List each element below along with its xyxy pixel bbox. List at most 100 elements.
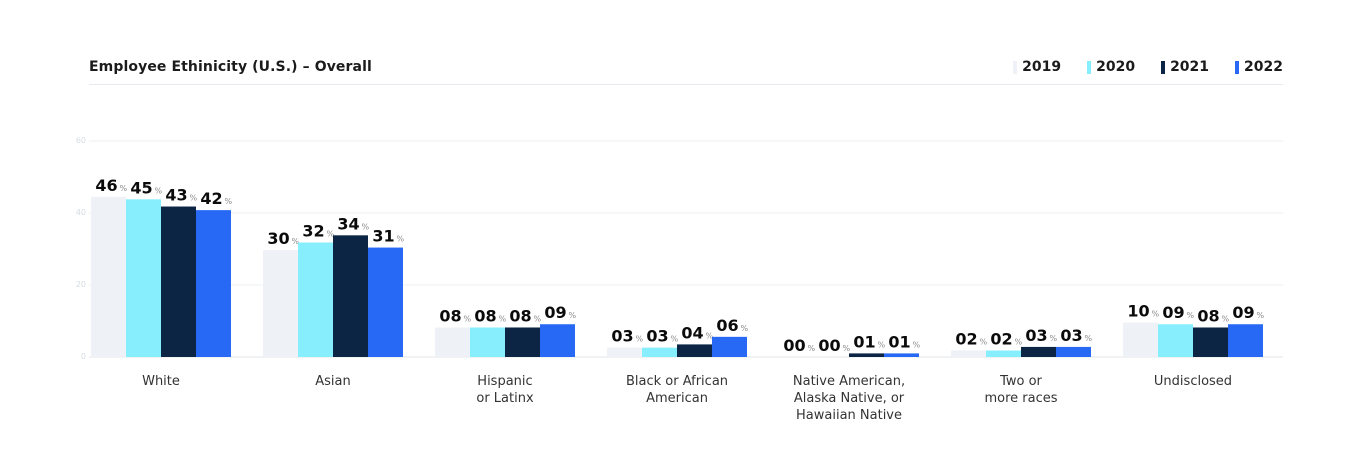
data-label-unit: %: [362, 222, 370, 231]
bar-2022: [1056, 346, 1091, 357]
bar-2021: [505, 327, 540, 357]
category-label: Undisclosed: [1154, 374, 1232, 389]
data-label-unit: %: [808, 344, 816, 353]
legend-item-2020: 2020: [1087, 59, 1135, 75]
legend-swatch-2022: [1235, 60, 1240, 74]
bar-2019: [951, 350, 986, 357]
chart-title: Employee Ethinicity (U.S.) – Overall: [89, 59, 372, 75]
legend-label-2022: 2022: [1244, 59, 1283, 75]
data-label: 09: [1162, 303, 1184, 322]
data-label-unit: %: [636, 335, 644, 344]
data-label-unit: %: [741, 324, 749, 333]
data-label-unit: %: [292, 237, 300, 246]
bar-2022: [712, 336, 747, 357]
data-label: 43: [165, 186, 187, 205]
data-label-unit: %: [878, 340, 886, 349]
category-label: Hispanic: [477, 374, 532, 389]
bar-2022: [884, 353, 919, 357]
legend-swatch-2020: [1087, 60, 1092, 74]
data-label-unit: %: [499, 314, 507, 323]
data-label: 00: [783, 336, 805, 355]
data-label-unit: %: [569, 311, 577, 320]
y-tick-label: 40: [76, 208, 86, 217]
data-label: 32: [302, 222, 324, 241]
data-label: 10: [1127, 301, 1149, 320]
category-label: Native American,: [793, 374, 905, 389]
data-label-unit: %: [155, 186, 163, 195]
data-label-unit: %: [120, 184, 128, 193]
legend-item-2019: 2019: [1013, 59, 1061, 75]
data-label: 06: [716, 316, 738, 335]
data-label-unit: %: [1257, 311, 1265, 320]
data-label-unit: %: [1222, 314, 1230, 323]
data-label-unit: %: [225, 197, 233, 206]
category-label: more races: [984, 391, 1057, 406]
data-label: 42: [200, 189, 222, 208]
data-label: 09: [544, 303, 566, 322]
data-label-unit: %: [534, 314, 542, 323]
legend: 2019 2020 2021 2022: [1013, 59, 1283, 75]
data-label-unit: %: [1152, 309, 1160, 318]
bar-2021: [1021, 346, 1056, 357]
legend-label-2021: 2021: [1170, 59, 1210, 75]
y-tick-label: 20: [76, 280, 86, 289]
legend-item-2022: 2022: [1235, 59, 1283, 75]
bar-2021: [849, 353, 884, 357]
data-label: 02: [955, 330, 977, 349]
y-tick-label: 0: [81, 352, 86, 361]
data-label: 34: [337, 214, 359, 233]
data-label: 30: [267, 229, 289, 248]
data-label: 03: [646, 327, 668, 346]
data-label-unit: %: [464, 314, 472, 323]
bar-2020: [986, 350, 1021, 357]
data-label: 08: [509, 306, 531, 325]
category-label: or Latinx: [476, 391, 534, 406]
category-label: Black or African: [626, 374, 728, 389]
bar-2020: [1158, 324, 1193, 357]
bar-2022: [1228, 324, 1263, 357]
data-label-unit: %: [1187, 311, 1195, 320]
data-label-unit: %: [397, 235, 405, 244]
bar-2020: [126, 199, 161, 357]
data-label: 00: [818, 336, 840, 355]
category-label: Asian: [315, 374, 350, 389]
data-label-unit: %: [980, 338, 988, 347]
header-divider: [89, 84, 1283, 85]
data-label: 01: [888, 332, 910, 351]
bar-2019: [263, 250, 298, 357]
category-label: American: [646, 391, 708, 406]
data-label-unit: %: [1015, 338, 1023, 347]
data-label: 08: [1197, 306, 1219, 325]
data-label: 03: [611, 327, 633, 346]
category-label: Two or: [999, 374, 1042, 389]
data-label-unit: %: [913, 340, 921, 349]
legend-label-2020: 2020: [1096, 59, 1136, 75]
bar-2020: [642, 347, 677, 357]
data-label: 09: [1232, 303, 1254, 322]
bar-2020: [298, 242, 333, 357]
data-label: 08: [474, 306, 496, 325]
data-label-unit: %: [1050, 334, 1058, 343]
legend-swatch-2021: [1161, 60, 1166, 74]
data-label: 31: [372, 227, 394, 246]
bar-2022: [540, 324, 575, 357]
y-tick-label: 60: [76, 136, 86, 145]
data-label-unit: %: [706, 331, 714, 340]
data-label-unit: %: [1085, 334, 1093, 343]
bar-2019: [435, 327, 470, 357]
data-label: 02: [990, 330, 1012, 349]
bar-2019: [91, 196, 126, 357]
data-label: 01: [853, 332, 875, 351]
bar-2020: [470, 327, 505, 357]
bar-2021: [677, 344, 712, 357]
category-label: White: [142, 374, 180, 389]
bar-2022: [368, 247, 403, 357]
bar-2021: [1193, 327, 1228, 357]
data-label-unit: %: [843, 344, 851, 353]
legend-item-2021: 2021: [1161, 59, 1209, 75]
data-label-unit: %: [190, 194, 198, 203]
data-label-unit: %: [671, 335, 679, 344]
bar-2019: [1123, 322, 1158, 357]
data-label: 03: [1060, 326, 1082, 345]
